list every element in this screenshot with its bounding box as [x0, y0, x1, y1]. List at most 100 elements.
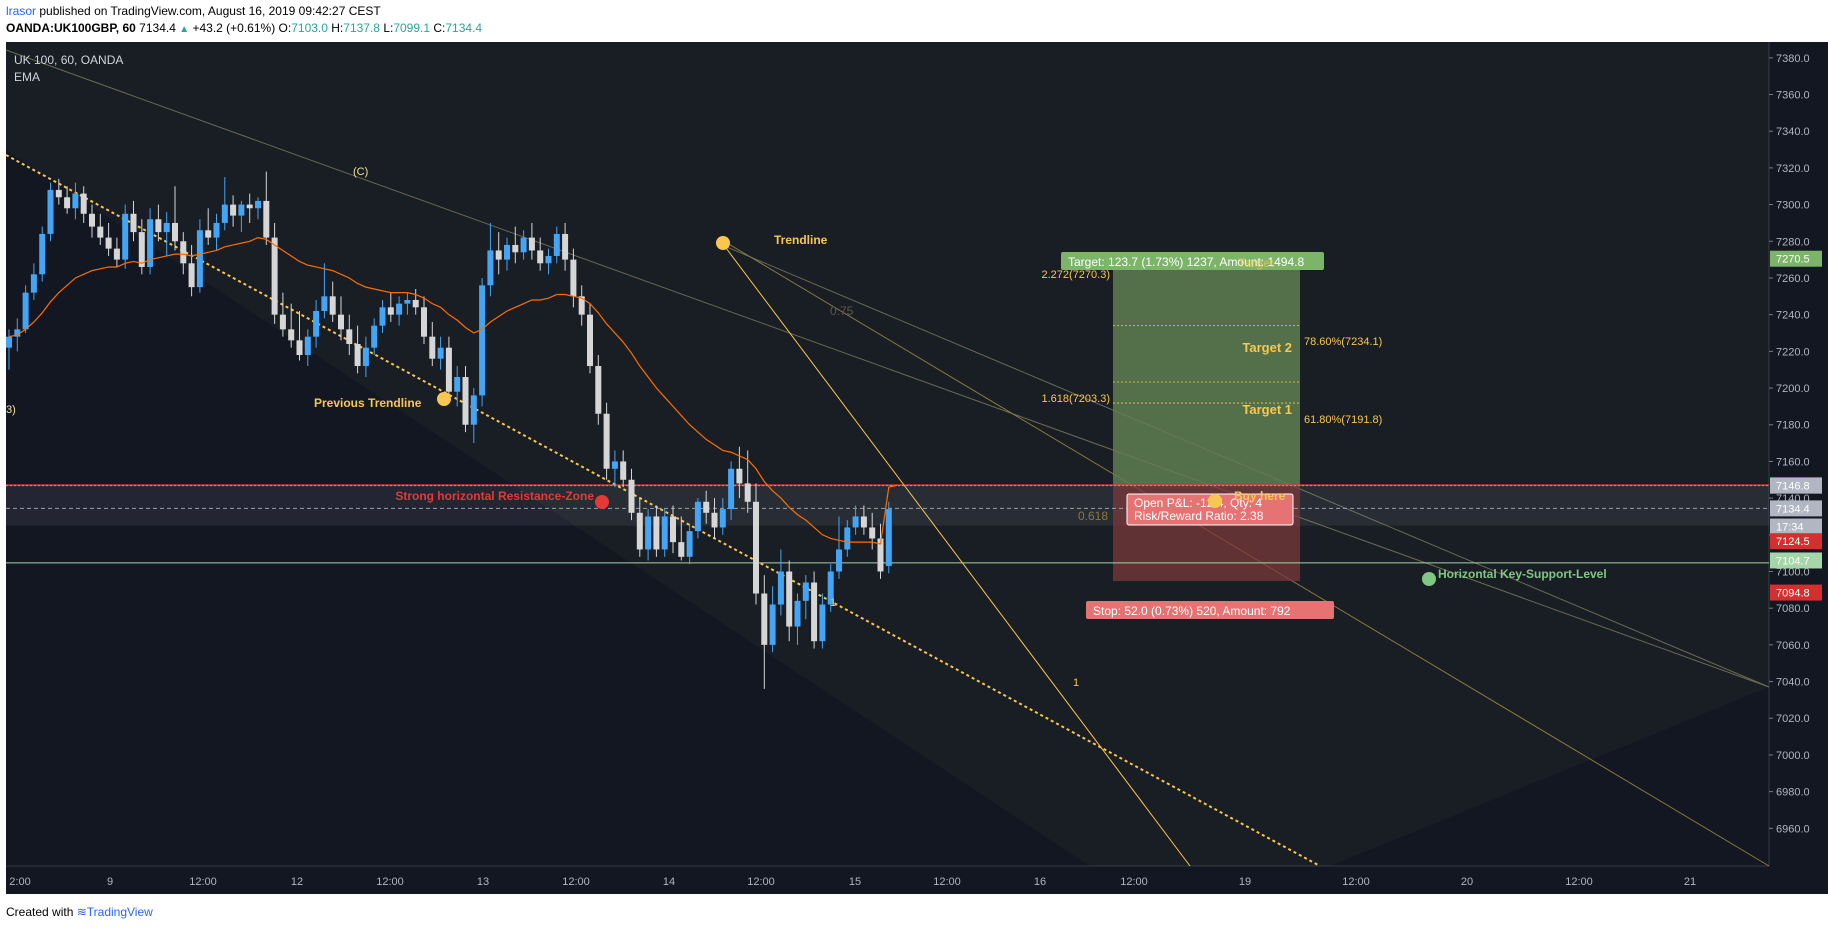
- candle-body: [6, 336, 12, 348]
- time-tick-label: 13: [477, 876, 489, 888]
- candle-body: [852, 516, 859, 528]
- candle-body: [578, 296, 585, 315]
- candle-body: [553, 233, 560, 256]
- candle-body: [769, 604, 776, 645]
- candle-body: [404, 299, 411, 304]
- candle-body: [753, 501, 759, 594]
- trendline: [719, 239, 1191, 867]
- time-tick-label: 12:00: [376, 876, 404, 888]
- candle-body: [97, 226, 104, 238]
- candle-body: [462, 377, 469, 425]
- previous-trendline-dot: [437, 392, 451, 406]
- ticker-low-label: L:: [383, 21, 394, 35]
- tradingview-logo-icon[interactable]: ≋: [76, 905, 87, 919]
- candle-body: [628, 479, 635, 513]
- candle-body: [313, 310, 320, 337]
- price-tick-label: 7060.0: [1776, 640, 1810, 652]
- time-tick-label: 12:00: [1565, 876, 1593, 888]
- candle-body: [122, 213, 129, 260]
- candle-body: [719, 509, 726, 528]
- candle-body: [421, 307, 427, 337]
- candle-body: [570, 259, 577, 297]
- price-axis-badge-label: 7134.4: [1776, 503, 1810, 515]
- candle-body: [645, 516, 652, 550]
- candle-body: [230, 204, 237, 216]
- price-tick-label: 7220.0: [1776, 346, 1810, 358]
- candle-body: [520, 237, 527, 253]
- price-tick-label: 7360.0: [1776, 90, 1810, 102]
- candle-body: [562, 233, 569, 260]
- fib-2272-label: 2.272(7270.3): [1042, 269, 1111, 281]
- candle-body: [587, 314, 593, 367]
- candle-body: [470, 395, 477, 425]
- price-tick-label: 7040.0: [1776, 677, 1810, 689]
- price-tick-label: 7340.0: [1776, 126, 1810, 138]
- time-tick-label: 12:00: [1342, 876, 1370, 888]
- fan-1a-label: 1: [830, 597, 836, 609]
- ticker-line: OANDA:UK100GBP, 60 7134.4 ▲ +43.2 (+0.61…: [6, 21, 482, 35]
- stop-info-text: Stop: 52.0 (0.73%) 520, Amount: 792: [1093, 604, 1291, 618]
- candle-body: [603, 413, 610, 469]
- price-axis-background[interactable]: [1769, 42, 1828, 866]
- price-axis-badge-label: 7124.5: [1776, 536, 1810, 548]
- ticker-high: 7137.8: [343, 21, 380, 35]
- tradingview-link[interactable]: TradingView: [86, 905, 153, 919]
- candle-body: [271, 237, 278, 315]
- pnl-info-box: [1126, 493, 1294, 526]
- time-tick-label: 16: [1034, 876, 1046, 888]
- candle-body: [188, 263, 195, 288]
- price-axis-badge: [1770, 477, 1822, 494]
- fan-075-label: 0.75: [830, 304, 854, 318]
- candle-body: [304, 336, 311, 356]
- candle-body: [504, 244, 510, 260]
- price-tick-label: 6960.0: [1776, 823, 1810, 835]
- candle-body: [445, 347, 452, 392]
- candle-body: [885, 509, 892, 566]
- ticker-high-label: H:: [331, 21, 344, 35]
- time-axis-background[interactable]: [6, 866, 1828, 894]
- price-axis-badge: [1770, 584, 1822, 601]
- candle-body: [213, 222, 220, 238]
- channel-upper-line: [5, 49, 1770, 688]
- pnl-line1: Open P&L: -12.4, Qty: 4: [1134, 496, 1262, 510]
- time-tick-label: 15: [849, 876, 861, 888]
- descending-channel-fill: [6, 42, 1769, 866]
- footer: Created with ≋TradingView: [6, 905, 153, 919]
- target2-label: Target 2: [1242, 340, 1292, 355]
- candle-body: [238, 204, 245, 216]
- price-tick-label: 7080.0: [1776, 603, 1810, 615]
- candle-body: [362, 347, 369, 367]
- price-tick-label: 7180.0: [1776, 420, 1810, 432]
- candle-body: [163, 222, 170, 233]
- candle-body: [22, 292, 29, 330]
- candle-body: [172, 222, 178, 242]
- price-tick-label: 7320.0: [1776, 163, 1810, 175]
- candle-body: [661, 516, 668, 550]
- time-tick-label: 12:00: [189, 876, 217, 888]
- candle-body: [827, 571, 834, 605]
- pnl-line2: Risk/Reward Ratio: 2.38: [1134, 509, 1264, 523]
- fib-618-label: 61.80%(7191.8): [1304, 414, 1382, 426]
- candle-body: [836, 549, 842, 572]
- candle-body: [64, 197, 71, 209]
- candle-body: [296, 340, 303, 356]
- candle-body: [528, 237, 535, 251]
- candle-body: [670, 516, 676, 543]
- candle-body: [703, 501, 710, 513]
- candle-body: [429, 336, 436, 359]
- candle-body: [736, 468, 743, 484]
- candle-body: [30, 274, 37, 293]
- time-tick-label: 9: [107, 876, 113, 888]
- price-axis-badge: [1770, 500, 1822, 517]
- candle-body: [611, 461, 618, 469]
- ticker-symbol: OANDA:UK100GBP, 60: [6, 21, 136, 35]
- fib-786-label: 78.60%(7234.1): [1304, 336, 1382, 348]
- candle-body: [255, 200, 261, 209]
- candle-body: [860, 516, 867, 528]
- author-link[interactable]: lrasor: [6, 4, 37, 18]
- candle-body: [346, 329, 353, 345]
- candle-body: [653, 516, 660, 550]
- candle-body: [869, 527, 876, 539]
- candle-body: [371, 325, 378, 348]
